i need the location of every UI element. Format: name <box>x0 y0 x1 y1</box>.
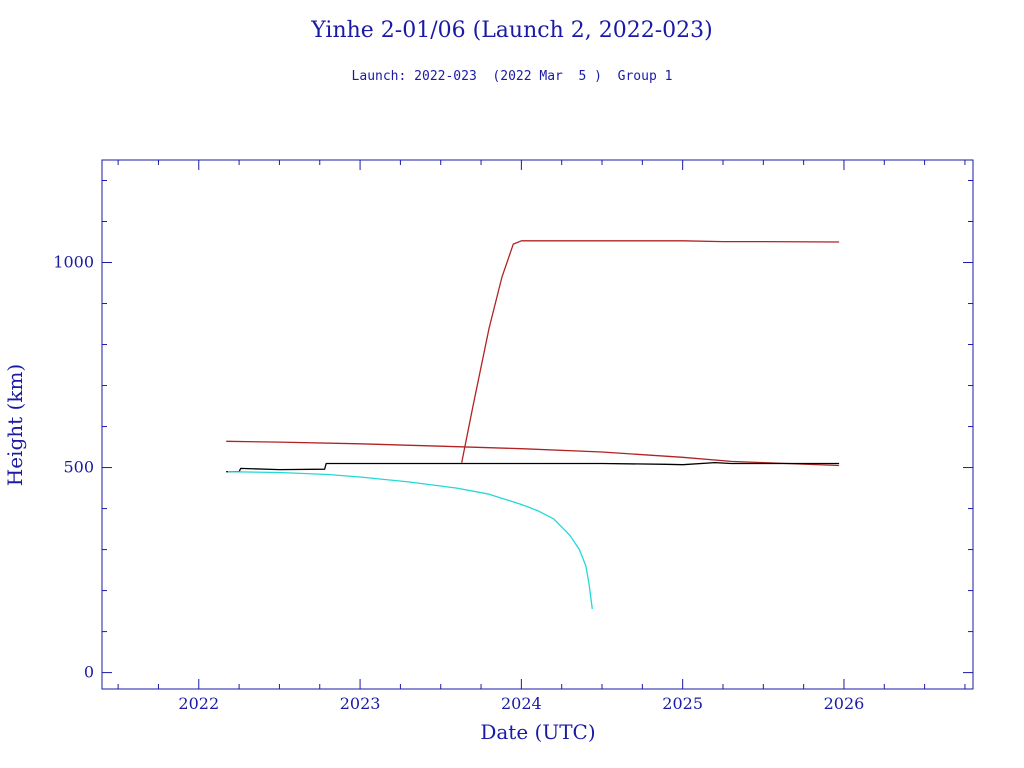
series-line-3 <box>226 461 840 473</box>
y-tick-label: 0 <box>84 663 94 682</box>
x-tick-label: 2024 <box>501 694 542 713</box>
y-axis-label: Height (km) <box>3 364 27 486</box>
series-line-4 <box>227 471 593 610</box>
series-layer <box>226 240 840 610</box>
x-tick-labels: 2022 2023 2024 2025 2026 <box>178 694 864 713</box>
y-tick-labels: 0 500 1000 <box>53 253 94 682</box>
series-line-1 <box>226 440 840 467</box>
x-tick-label: 2022 <box>178 694 219 713</box>
x-tick-label: 2026 <box>824 694 865 713</box>
x-tick-label: 2025 <box>662 694 703 713</box>
chart-title: Yinhe 2-01/06 (Launch 2, 2022-023) <box>310 18 712 43</box>
axis-ticks <box>102 160 973 689</box>
plot-frame <box>101 159 974 690</box>
chart-subtitle: Launch: 2022-023 (2022 Mar 5 ) Group 1 <box>352 69 673 84</box>
series-line-2 <box>461 240 840 463</box>
y-tick-label: 1000 <box>53 253 94 272</box>
x-tick-label: 2023 <box>340 694 381 713</box>
x-axis-label: Date (UTC) <box>480 720 595 744</box>
y-tick-label: 500 <box>63 458 94 477</box>
